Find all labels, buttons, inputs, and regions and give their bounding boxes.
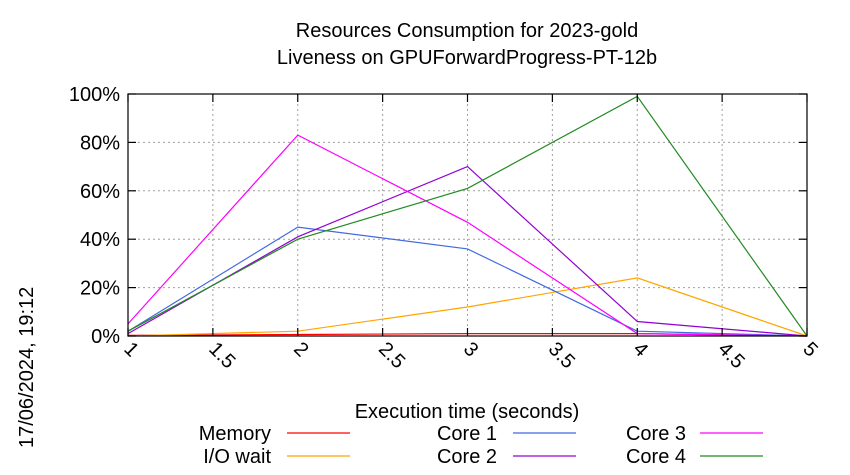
chart-subtitle: Liveness on GPUForwardProgress-PT-12b: [277, 47, 657, 69]
grid: [128, 94, 807, 336]
x-tick-label: 2.5: [374, 338, 409, 373]
y-tick-label: 0%: [91, 326, 120, 348]
x-axis-label: Execution time (seconds): [355, 401, 580, 423]
series-line-core-2: [127, 165, 808, 337]
x-tick-label: 2: [289, 338, 312, 361]
legend-label-i-o-wait: I/O wait: [203, 446, 271, 468]
y-tick-label: 100%: [69, 84, 120, 106]
y-tick-label: 60%: [80, 181, 120, 203]
x-tick-label: 1: [119, 338, 142, 361]
x-tick-label: 3.5: [544, 338, 579, 373]
x-tick-label: 3: [459, 338, 482, 361]
series-line-core-4: [127, 95, 808, 337]
x-tick-label: 5: [798, 338, 821, 361]
series-line-core-3: [127, 134, 808, 337]
legend-label-core-3: Core 3: [626, 423, 686, 445]
y-tick-label: 40%: [80, 229, 120, 251]
series-lines: [127, 95, 808, 337]
timestamp-label: 17/06/2024, 19:12: [16, 287, 38, 448]
series-line-i-o-wait: [127, 277, 808, 337]
x-tick-label: 4.5: [714, 338, 749, 373]
legend-label-memory: Memory: [199, 423, 271, 445]
legend-label-core-2: Core 2: [437, 446, 497, 468]
chart-title: Resources Consumption for 2023-gold: [296, 20, 638, 42]
legend-label-core-1: Core 1: [437, 423, 497, 445]
x-tick-label: 4: [629, 338, 652, 361]
series-line-core-1: [127, 226, 808, 337]
legend-label-core-4: Core 4: [626, 446, 686, 468]
axis-ticks: 0% 20% 40% 60% 80% 100% 1 1.5 2 2.5 3 3.5 4 4.5 5: [69, 84, 822, 373]
x-tick-label: 1.5: [204, 338, 239, 373]
y-tick-label: 20%: [80, 278, 120, 300]
y-tick-label: 80%: [80, 132, 120, 154]
